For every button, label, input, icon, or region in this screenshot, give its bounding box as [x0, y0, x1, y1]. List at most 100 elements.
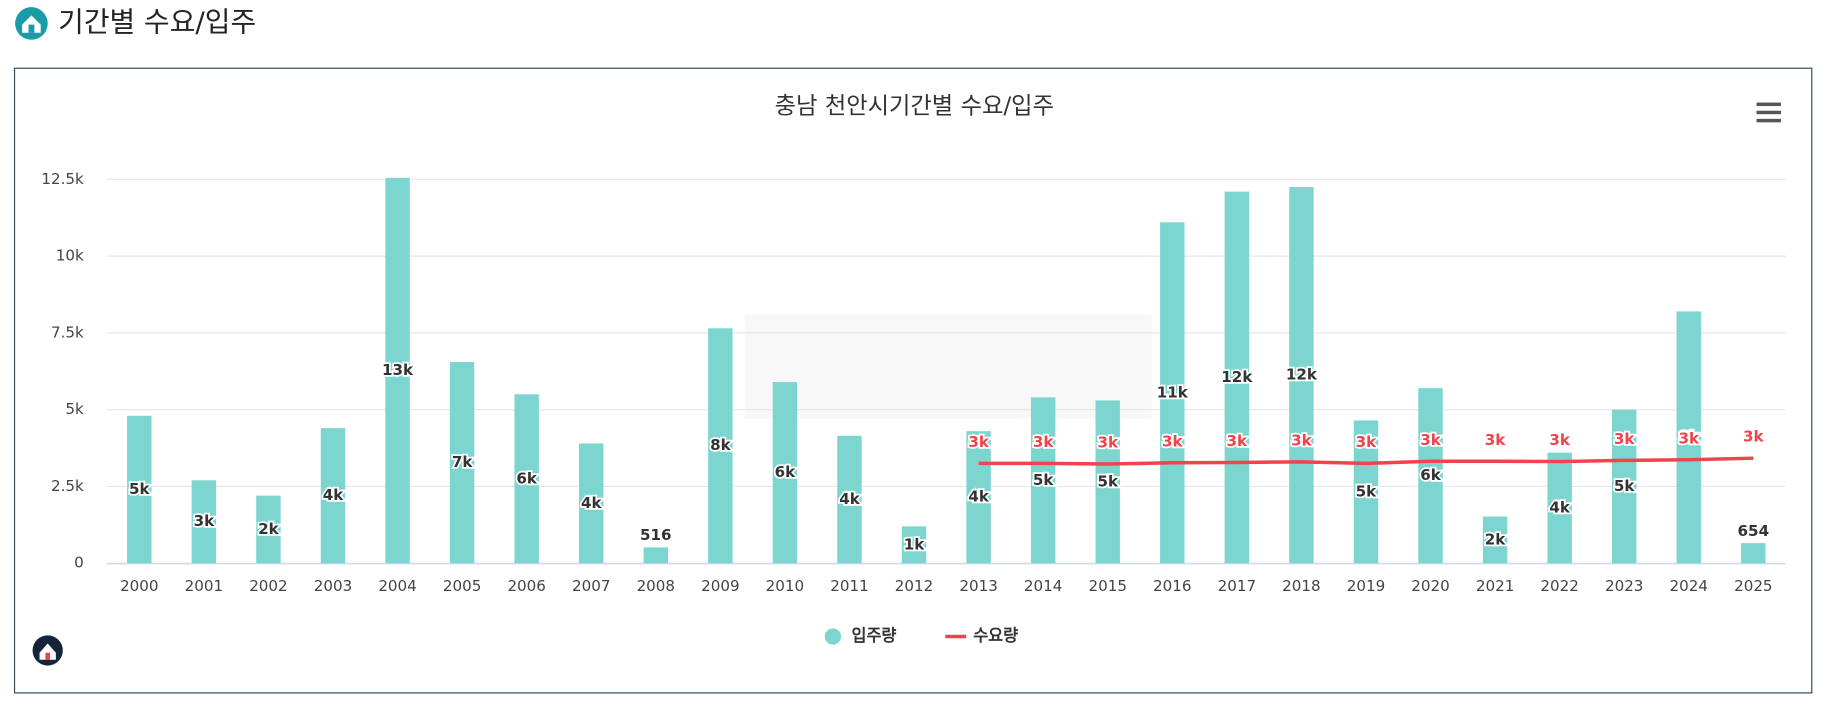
bar — [1095, 400, 1120, 564]
data-label: 4k — [1549, 498, 1571, 516]
y-tick-label: 12.5k — [41, 170, 84, 188]
data-label: 4k — [968, 488, 990, 506]
page-title: 기간별 수요/입주 — [58, 5, 256, 38]
x-tick-label: 2011 — [830, 577, 868, 595]
data-label: 8k — [1678, 428, 1700, 446]
bar — [1741, 543, 1766, 564]
data-label: 5k — [1033, 471, 1055, 489]
x-tick-label: 2000 — [120, 577, 158, 595]
demand-line — [978, 456, 1754, 466]
bar — [320, 428, 346, 564]
legend-label: 수요량 — [973, 626, 1018, 645]
y-tick-label: 0 — [74, 554, 84, 572]
x-tick-label: 2002 — [249, 577, 287, 595]
watermark — [744, 314, 1152, 419]
bar — [127, 415, 152, 564]
data-label: 3k — [968, 433, 990, 451]
x-tick-label: 2018 — [1282, 577, 1320, 595]
chart-frame — [13, 67, 1813, 694]
bar — [449, 362, 475, 564]
x-tick-label: 2021 — [1476, 577, 1514, 595]
bar — [256, 495, 281, 564]
x-tick-label: 2003 — [314, 577, 352, 595]
bar — [514, 394, 539, 564]
data-label: 3k — [1162, 432, 1184, 450]
bar — [191, 480, 217, 564]
data-label: 5k — [1356, 482, 1378, 500]
y-tick-label: 2.5k — [51, 477, 84, 495]
data-label: 11k — [1157, 383, 1189, 401]
data-label: 4k — [839, 490, 861, 508]
y-tick-label: 10k — [56, 247, 84, 265]
data-label: 3k — [1743, 428, 1765, 446]
bar — [901, 526, 927, 564]
x-tick-label: 2001 — [185, 577, 223, 595]
bar — [837, 435, 862, 564]
bar — [1353, 420, 1379, 564]
data-label: 8k — [710, 436, 732, 454]
data-label: 3k — [1291, 431, 1313, 449]
bar — [643, 547, 669, 564]
data-label: 4k — [581, 494, 603, 512]
data-label: 3k — [1420, 431, 1442, 449]
data-label: 3k — [1678, 429, 1700, 447]
data-label: 1k — [904, 535, 926, 553]
y-tick-label: 7.5k — [51, 323, 84, 341]
data-label: 3k — [194, 512, 216, 530]
x-tick-label: 2012 — [895, 577, 933, 595]
data-label: 3k — [1549, 431, 1571, 449]
x-tick-label: 2017 — [1218, 577, 1256, 595]
legend-label: 입주량 — [852, 626, 897, 645]
data-label: 654 — [1738, 522, 1770, 540]
data-label: 3k — [1614, 430, 1636, 448]
data-label: 3k — [1033, 433, 1055, 451]
bar — [1547, 452, 1572, 564]
chart-title: 충남 천안시기간별 수요/입주 — [775, 93, 1054, 120]
data-label: 6k — [516, 469, 538, 487]
data-label: 12k — [1221, 368, 1253, 386]
data-label: 7k — [452, 453, 474, 471]
x-tick-label: 2009 — [701, 577, 739, 595]
bar — [385, 177, 410, 564]
x-tick-label: 2004 — [378, 577, 416, 595]
y-tick-label: 5k — [65, 400, 84, 418]
x-tick-label: 2010 — [766, 577, 804, 595]
bar — [1224, 191, 1250, 564]
bar — [1611, 409, 1637, 564]
data-label: 516 — [640, 526, 672, 544]
menu-button[interactable] — [1756, 102, 1781, 123]
x-tick-label: 2022 — [1540, 577, 1578, 595]
x-tick-label: 2016 — [1153, 577, 1191, 595]
data-label: 12k — [1286, 366, 1318, 384]
bar — [1289, 187, 1314, 564]
x-tick-label: 2013 — [959, 577, 997, 595]
x-tick-label: 2019 — [1347, 577, 1385, 595]
x-tick-label: 2006 — [507, 577, 545, 595]
data-label: 6k — [775, 463, 797, 481]
data-label: 5k — [1614, 477, 1636, 495]
bar — [1676, 311, 1701, 564]
x-tick-label: 2023 — [1605, 577, 1643, 595]
data-label: 2k — [1485, 530, 1507, 548]
x-tick-label: 2007 — [572, 577, 610, 595]
data-label: 5k — [129, 480, 151, 498]
legend-swatch — [824, 628, 842, 645]
bar — [1482, 516, 1508, 564]
brand-logo — [32, 635, 63, 666]
data-label: 3k — [1097, 434, 1119, 452]
bar — [708, 328, 733, 564]
x-tick-label: 2025 — [1734, 577, 1772, 595]
x-tick-label: 2008 — [637, 577, 675, 595]
data-label: 3k — [1485, 431, 1507, 449]
data-label: 2k — [258, 520, 280, 538]
bar — [579, 443, 604, 564]
data-label: 6k — [1420, 466, 1442, 484]
x-tick-label: 2014 — [1024, 577, 1062, 595]
data-label: 3k — [1227, 432, 1249, 450]
data-label: 5k — [1097, 472, 1119, 490]
data-label: 4k — [323, 486, 345, 504]
x-tick-label: 2005 — [443, 577, 481, 595]
bar — [1160, 222, 1185, 564]
